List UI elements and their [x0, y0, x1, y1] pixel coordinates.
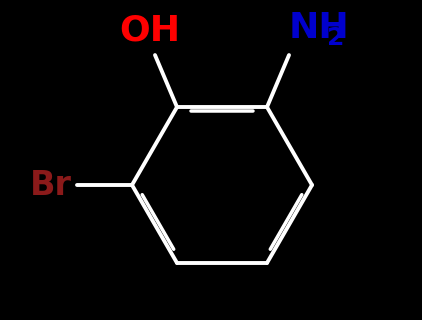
Text: 2: 2 — [327, 26, 344, 50]
Text: NH: NH — [289, 11, 350, 45]
Text: Br: Br — [30, 169, 72, 202]
Text: OH: OH — [119, 13, 181, 47]
